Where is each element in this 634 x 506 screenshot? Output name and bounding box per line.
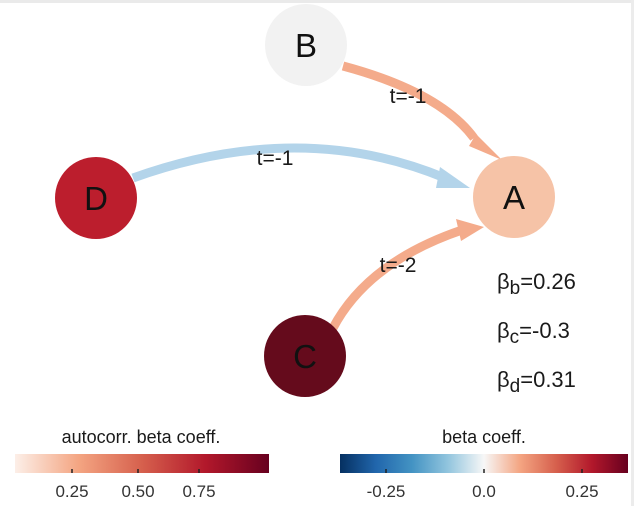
edge-d-to-a-line — [131, 143, 447, 183]
node-c-circle — [264, 315, 346, 397]
edge-c-to-a-arrowhead — [456, 219, 484, 241]
node-a: A — [473, 156, 555, 238]
coefficient-d-symbol: β — [497, 367, 510, 392]
coefficient-c-value: =-0.3 — [519, 318, 570, 343]
legend-autocorr-tick-label-0.25: 0.25 — [55, 482, 88, 501]
legend-autocorr-title: autocorr. beta coeff. — [62, 427, 221, 447]
edge-d-to-a — [131, 143, 470, 188]
node-b-circle — [265, 4, 347, 86]
node-d: D — [55, 157, 137, 239]
node-b-label: B — [295, 27, 317, 64]
coefficient-b-subscript: b — [510, 278, 521, 299]
coefficient-list: βb=0.26 βc=-0.3 βd=0.31 — [497, 269, 576, 397]
node-a-label: A — [503, 179, 525, 216]
edge-d-to-a-arrowhead — [436, 167, 470, 188]
legend-beta-tick-label-0.25: 0.25 — [565, 482, 598, 501]
edge-b-to-a-arrowhead — [469, 134, 502, 160]
legend-beta-colorbar — [340, 454, 628, 473]
top-edge — [0, 0, 634, 3]
edge-b-to-a-label: t=-1 — [390, 85, 427, 108]
coefficient-d: βd=0.31 — [497, 367, 576, 397]
coefficient-c-symbol: β — [497, 318, 510, 343]
legend-autocorr-tick-label-0.75: 0.75 — [182, 482, 215, 501]
node-b: B — [265, 4, 347, 86]
node-a-circle — [473, 156, 555, 238]
edge-c-to-a-label: t=-2 — [380, 254, 417, 277]
right-edge — [631, 0, 634, 506]
node-d-circle — [55, 157, 137, 239]
edge-c-to-a-line — [329, 225, 464, 331]
coefficient-b-symbol: β — [497, 269, 510, 294]
coefficient-c: βc=-0.3 — [497, 318, 570, 348]
edge-b-to-a — [341, 61, 502, 160]
node-d-label: D — [84, 180, 108, 217]
node-c: C — [264, 315, 346, 397]
coefficient-b-value: =0.26 — [520, 269, 576, 294]
edge-c-to-a — [329, 219, 484, 331]
legend-beta-tick-label-0.0: 0.0 — [472, 482, 496, 501]
legend-autocorr: autocorr. beta coeff. 0.25 0.50 0.75 — [15, 427, 269, 501]
legend-beta-tick-label-neg0.25: -0.25 — [367, 482, 406, 501]
coefficient-c-subscript: c — [510, 327, 520, 348]
coefficient-d-value: =0.31 — [520, 367, 576, 392]
legend-beta-title: beta coeff. — [442, 427, 526, 447]
node-c-label: C — [293, 338, 317, 375]
legend-autocorr-tick-label-0.50: 0.50 — [121, 482, 154, 501]
coefficient-b: βb=0.26 — [497, 269, 576, 299]
legend-beta: beta coeff. -0.25 0.0 0.25 — [340, 427, 628, 501]
legend-autocorr-colorbar — [15, 454, 269, 473]
edge-d-to-a-label: t=-1 — [257, 147, 294, 170]
coefficient-d-subscript: d — [510, 376, 521, 397]
edge-b-to-a-line — [341, 61, 478, 141]
